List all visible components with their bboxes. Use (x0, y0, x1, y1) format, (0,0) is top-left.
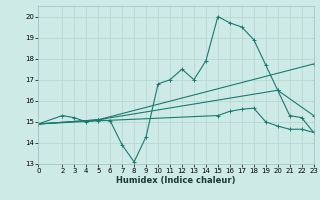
X-axis label: Humidex (Indice chaleur): Humidex (Indice chaleur) (116, 176, 236, 185)
